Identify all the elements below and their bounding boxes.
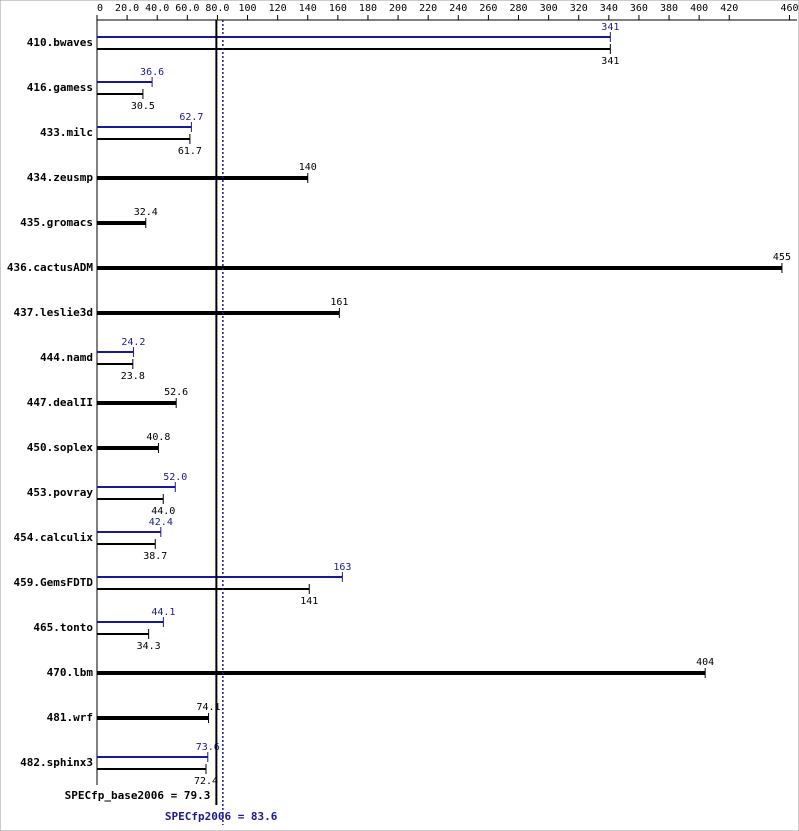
value-label: 74.1 [197, 702, 221, 713]
category-label: 444.namd [40, 351, 93, 364]
value-label: 36.6 [140, 67, 164, 78]
value-label: 455 [773, 252, 791, 263]
category-label: 454.calculix [14, 531, 94, 544]
value-label: 140 [299, 162, 317, 173]
value-label: 72.4 [194, 776, 218, 787]
x-tick-label: 420 [720, 3, 738, 14]
x-tick-label: 120 [269, 3, 287, 14]
value-label: 404 [696, 657, 714, 668]
value-label: 38.7 [143, 551, 167, 562]
category-label: 482.sphinx3 [20, 756, 93, 769]
value-label: 341 [601, 56, 619, 67]
x-tick-label: 260 [479, 3, 497, 14]
reference-label: SPECfp_base2006 = 79.3 [65, 789, 211, 802]
value-label: 52.6 [164, 387, 188, 398]
x-tick-label: 140 [299, 3, 317, 14]
x-tick-label: 180 [359, 3, 377, 14]
x-tick-label: 80.0 [205, 3, 229, 14]
x-tick-label: 240 [449, 3, 467, 14]
category-label: 437.leslie3d [14, 306, 93, 319]
value-label: 62.7 [179, 112, 203, 123]
x-tick-label: 20.0 [115, 3, 139, 14]
category-label: 465.tonto [33, 621, 93, 634]
x-tick-label: 160 [329, 3, 347, 14]
reference-label: SPECfp2006 = 83.6 [165, 810, 278, 823]
value-label: 61.7 [178, 146, 202, 157]
x-tick-label: 100 [239, 3, 257, 14]
category-label: 433.milc [40, 126, 93, 139]
value-label: 163 [333, 562, 351, 573]
value-label: 40.8 [146, 432, 170, 443]
category-label: 436.cactusADM [7, 261, 93, 274]
x-tick-label: 360 [630, 3, 648, 14]
x-tick-label: 300 [540, 3, 558, 14]
category-label: 410.bwaves [27, 36, 93, 49]
x-tick-label: 200 [389, 3, 407, 14]
value-label: 34.3 [137, 641, 161, 652]
category-label: 459.GemsFDTD [14, 576, 94, 589]
value-label: 52.0 [163, 472, 187, 483]
value-label: 161 [330, 297, 348, 308]
value-label: 44.1 [151, 607, 175, 618]
x-tick-label: 380 [660, 3, 678, 14]
value-label: 23.8 [121, 371, 145, 382]
value-label: 341 [601, 22, 619, 33]
x-tick-label: 280 [509, 3, 527, 14]
value-label: 24.2 [121, 337, 145, 348]
x-tick-label: 60.0 [175, 3, 199, 14]
x-tick-label: 400 [690, 3, 708, 14]
category-label: 453.povray [27, 486, 94, 499]
x-tick-label: 340 [600, 3, 618, 14]
value-label: 30.5 [131, 101, 155, 112]
category-label: 434.zeusmp [27, 171, 94, 184]
x-tick-label: 220 [419, 3, 437, 14]
x-tick-label: 460 [780, 3, 798, 14]
value-label: 32.4 [134, 207, 158, 218]
value-label: 73.6 [196, 742, 220, 753]
category-label: 481.wrf [47, 711, 93, 724]
category-label: 450.soplex [27, 441, 94, 454]
x-tick-label: 40.0 [145, 3, 169, 14]
category-label: 435.gromacs [20, 216, 93, 229]
x-tick-label: 0 [97, 3, 103, 14]
category-label: 416.gamess [27, 81, 93, 94]
value-label: 141 [300, 596, 318, 607]
category-label: 470.lbm [47, 666, 94, 679]
value-label: 42.4 [149, 517, 173, 528]
x-tick-label: 320 [570, 3, 588, 14]
category-label: 447.dealII [27, 396, 93, 409]
value-label: 44.0 [151, 506, 175, 517]
